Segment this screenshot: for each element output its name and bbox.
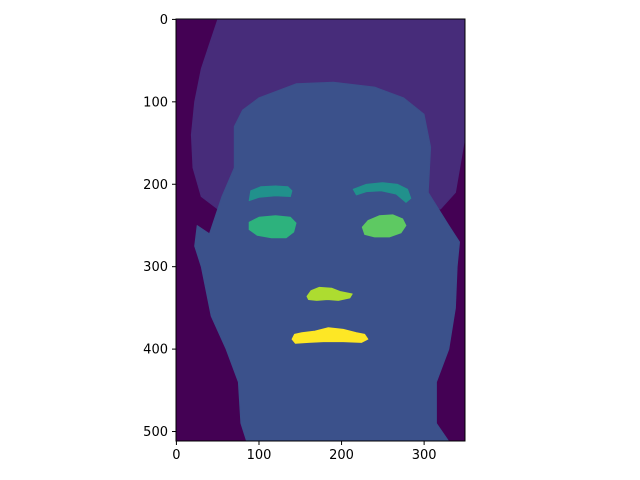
- segment-class-2-region-1: [194, 81, 461, 441]
- x-axis: 0 100 200 300: [172, 441, 437, 463]
- segment-class-5-region-5: [361, 214, 407, 238]
- y-tick-label: 400: [143, 343, 168, 358]
- y-tick-label: 200: [143, 178, 168, 193]
- y-tick-label: 0: [160, 13, 168, 28]
- x-tick-label: 200: [329, 448, 354, 463]
- x-tick-label: 300: [412, 448, 437, 463]
- y-tick-label: 100: [143, 95, 168, 110]
- segment-class-3-region-3: [352, 182, 412, 203]
- y-axis: 0 100 200 300 400 500: [143, 13, 176, 440]
- x-tick-label: 0: [172, 448, 180, 463]
- segment-class-6-region-6: [306, 286, 353, 301]
- segment-class-4-region-4: [248, 215, 297, 239]
- plot-area: [176, 19, 465, 441]
- axes-frame: [175, 18, 466, 442]
- y-tick-label: 500: [143, 425, 168, 440]
- y-tick-label: 300: [143, 260, 168, 275]
- segment-class-3-region-2: [248, 185, 293, 202]
- x-tick-label: 100: [247, 448, 272, 463]
- segment-class-7-region-7: [291, 327, 369, 344]
